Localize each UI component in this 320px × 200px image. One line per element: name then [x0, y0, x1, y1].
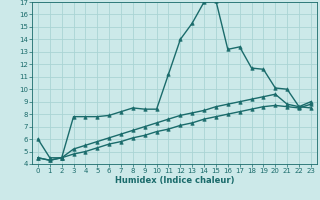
- X-axis label: Humidex (Indice chaleur): Humidex (Indice chaleur): [115, 176, 234, 185]
